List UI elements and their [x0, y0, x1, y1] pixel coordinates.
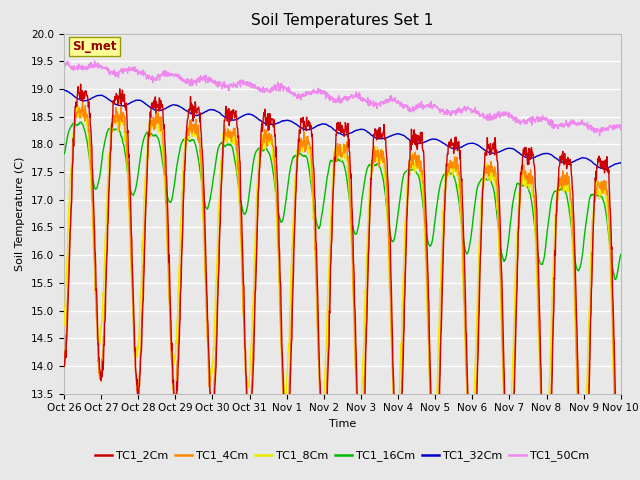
- X-axis label: Time: Time: [329, 419, 356, 429]
- Title: Soil Temperatures Set 1: Soil Temperatures Set 1: [252, 13, 433, 28]
- Legend: TC1_2Cm, TC1_4Cm, TC1_8Cm, TC1_16Cm, TC1_32Cm, TC1_50Cm: TC1_2Cm, TC1_4Cm, TC1_8Cm, TC1_16Cm, TC1…: [91, 446, 594, 466]
- Y-axis label: Soil Temperature (C): Soil Temperature (C): [15, 156, 26, 271]
- Text: SI_met: SI_met: [72, 40, 117, 53]
